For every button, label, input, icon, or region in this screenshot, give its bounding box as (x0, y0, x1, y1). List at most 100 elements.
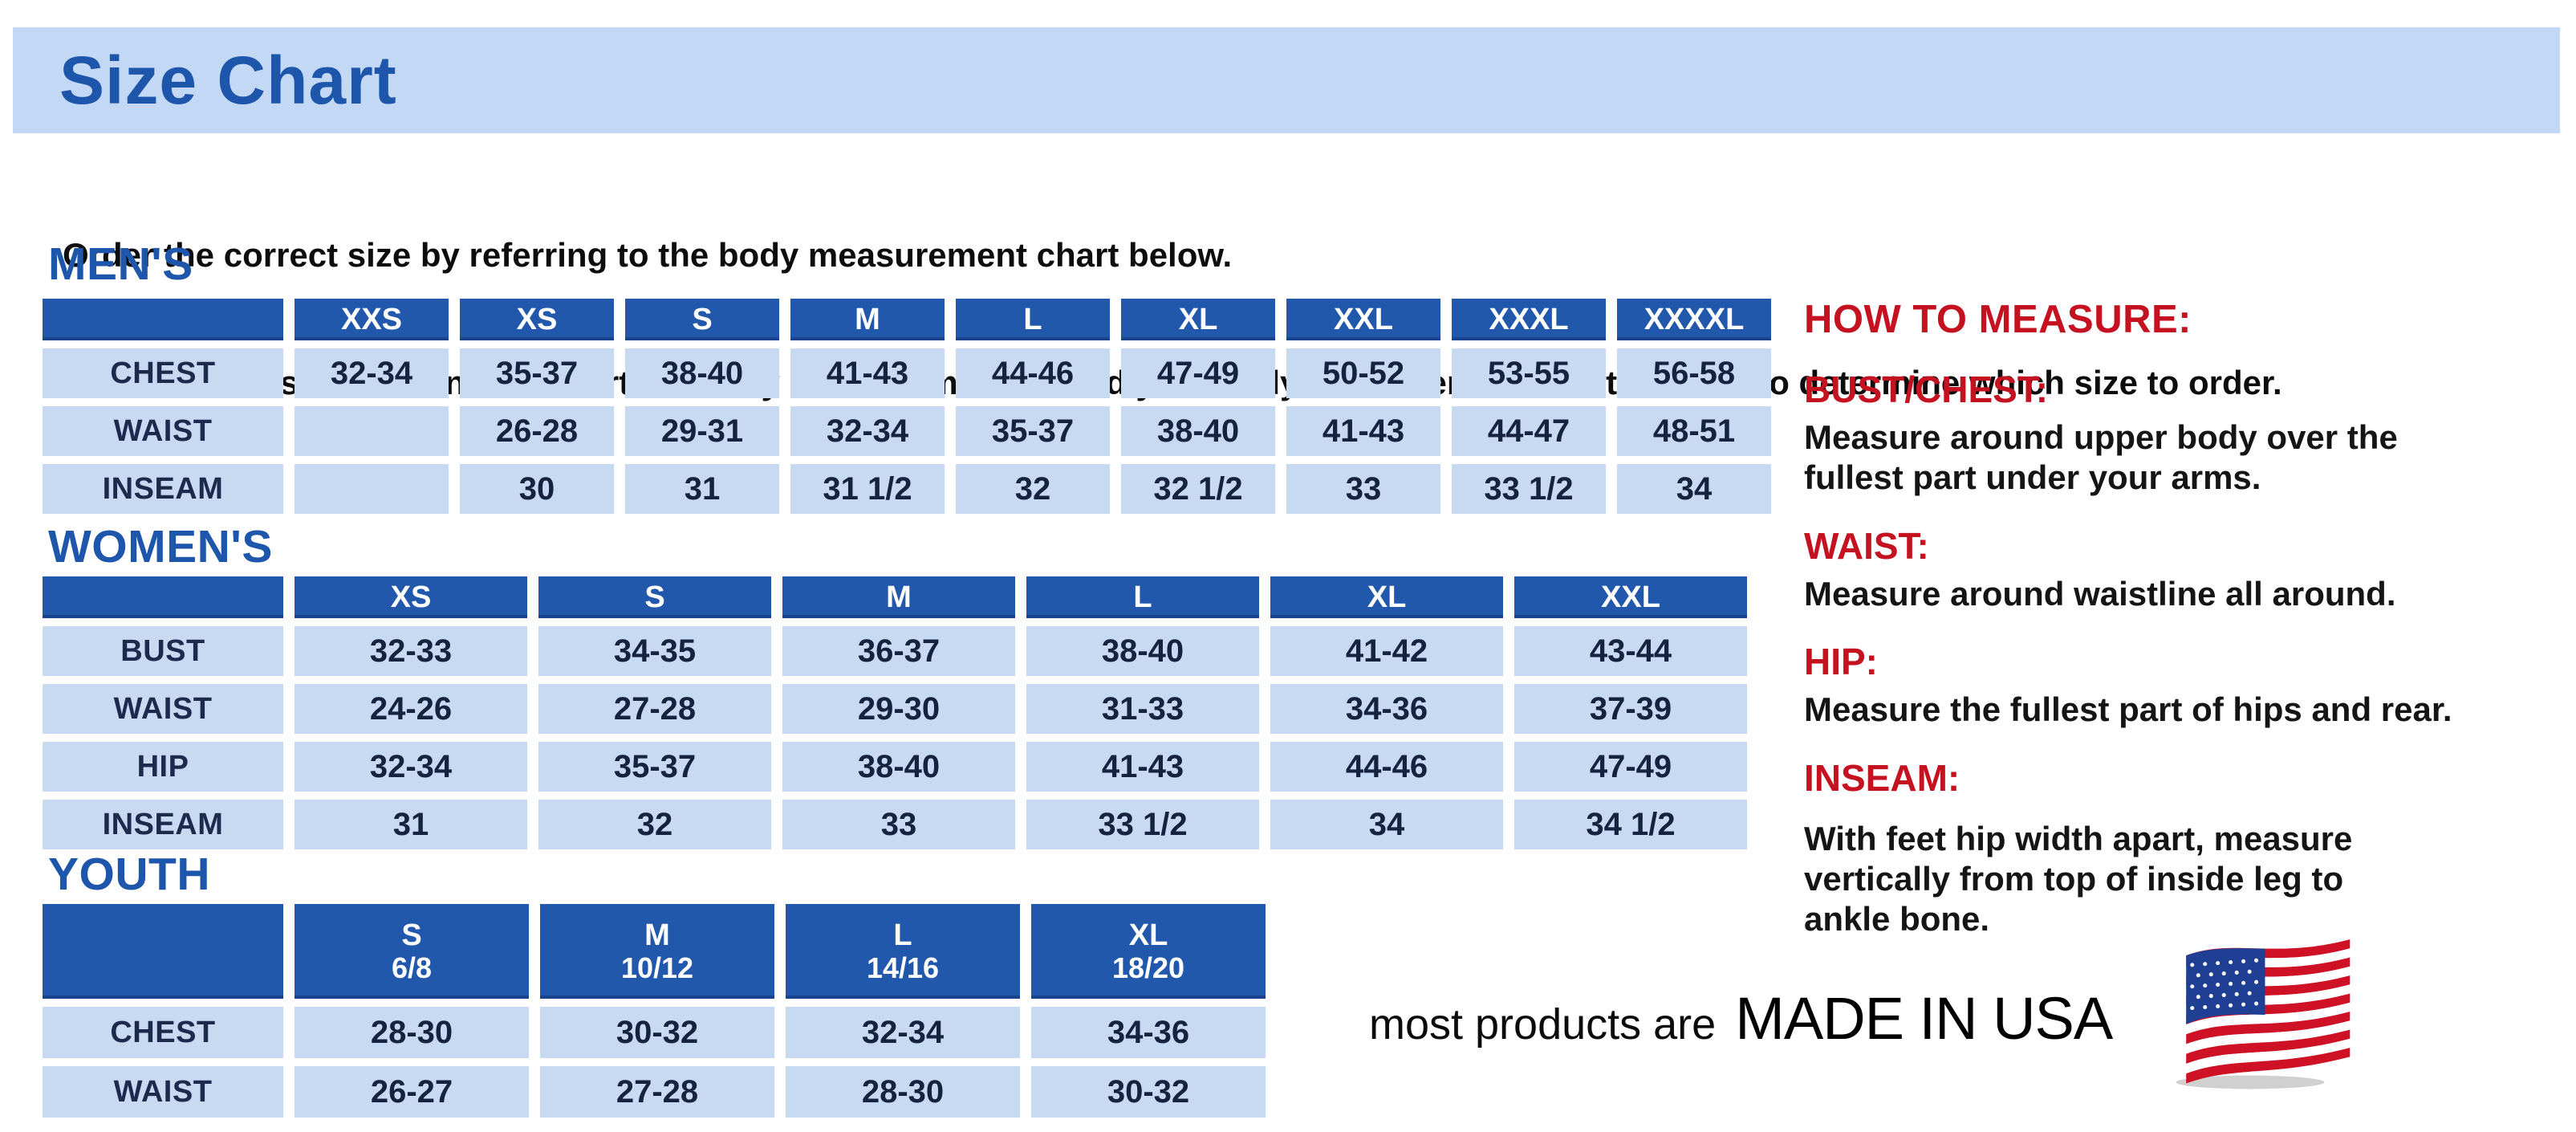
size-cell: 27-28 (540, 1066, 774, 1118)
size-cell: 35-37 (956, 406, 1110, 456)
youth-section-heading: YOUTH (48, 849, 210, 900)
size-cell: 32-33 (295, 626, 527, 676)
measure-text: Measure around waistline all around. (1804, 574, 2396, 613)
size-cell: 30 (460, 464, 614, 514)
size-cell: 38-40 (1121, 406, 1275, 456)
size-cell: 43-44 (1514, 626, 1747, 676)
size-cell: 28-30 (786, 1066, 1020, 1118)
size-cell: 32-34 (295, 348, 449, 398)
size-cell: 33 1/2 (1026, 800, 1259, 849)
size-cell: 56-58 (1617, 348, 1771, 398)
column-header: XL (1121, 299, 1275, 340)
how-to-measure-heading: HOW TO MEASURE: (1804, 298, 2192, 341)
size-cell: 24-26 (295, 684, 527, 734)
row-label: WAIST (43, 406, 283, 456)
column-header: XL 18/20 (1031, 904, 1266, 999)
column-header: XXL (1514, 576, 1747, 618)
column-header: S (538, 576, 771, 618)
size-cell: 44-46 (1270, 742, 1503, 792)
size-cell: 27-28 (538, 684, 771, 734)
mens-section-heading: MEN'S (48, 238, 193, 290)
measure-label: HIP: (1804, 641, 1878, 683)
size-cell: 30-32 (540, 1007, 774, 1058)
size-cell: 31-33 (1026, 684, 1259, 734)
size-cell (295, 406, 449, 456)
intro-line-1: Order the correct size by referring to t… (63, 235, 1233, 274)
size-cell: 29-31 (625, 406, 779, 456)
measure-text: Measure the fullest part of hips and rea… (1804, 690, 2452, 729)
size-cell: 41-43 (1286, 406, 1440, 456)
size-cell: 34 (1270, 800, 1503, 849)
size-cell: 50-52 (1286, 348, 1440, 398)
measure-label: BUST/CHEST: (1804, 369, 2049, 410)
size-cell: 32 (956, 464, 1110, 514)
size-cell: 34 1/2 (1514, 800, 1747, 849)
womens-section-heading: WOMEN'S (48, 521, 273, 572)
size-cell: 44-47 (1452, 406, 1606, 456)
size-cell (295, 464, 449, 514)
size-cell: 28-30 (295, 1007, 529, 1058)
size-cell: 41-42 (1270, 626, 1503, 676)
corner-cell (43, 904, 283, 999)
size-cell: 38-40 (1026, 626, 1259, 676)
column-header: XXXL (1452, 299, 1606, 340)
column-header: XXL (1286, 299, 1440, 340)
size-cell: 41-43 (790, 348, 945, 398)
column-header: XXXXL (1617, 299, 1771, 340)
row-label: CHEST (43, 348, 283, 398)
measure-label: INSEAM: (1804, 756, 1960, 799)
made-in-usa-text: MADE IN USA (1735, 985, 2113, 1052)
column-header: S 6/8 (295, 904, 529, 999)
column-header: M 10/12 (540, 904, 774, 999)
us-flag-icon (2176, 939, 2350, 1089)
size-cell: 26-27 (295, 1066, 529, 1118)
measure-item-hip: HIP: Measure the fullest part of hips an… (1804, 640, 2566, 730)
column-header: XL (1270, 576, 1503, 618)
mens-size-table: XXS XS S M L XL XXL XXXL XXXXL CHEST 32-34 35-37 38-… (43, 299, 1771, 514)
row-label: HIP (43, 742, 283, 792)
column-header: L (956, 299, 1110, 340)
column-header: L (1026, 576, 1259, 618)
size-cell: 30-32 (1031, 1066, 1266, 1118)
size-cell: 48-51 (1617, 406, 1771, 456)
size-cell: 32-34 (295, 742, 527, 792)
youth-size-table: S 6/8 M 10/12 L 14/16 XL 18/20 CHEST 28-30 30-32 32… (43, 904, 1266, 1118)
size-cell: 36-37 (782, 626, 1015, 676)
size-cell: 41-43 (1026, 742, 1259, 792)
column-header: M (790, 299, 945, 340)
size-cell: 32 (538, 800, 771, 849)
row-label: CHEST (43, 1007, 283, 1058)
column-header: XXS (295, 299, 449, 340)
made-in-usa-line: most products are MADE IN USA (1369, 984, 2113, 1053)
size-cell: 38-40 (625, 348, 779, 398)
size-cell: 33 1/2 (1452, 464, 1606, 514)
row-label: WAIST (43, 684, 283, 734)
size-cell: 47-49 (1514, 742, 1747, 792)
size-cell: 33 (1286, 464, 1440, 514)
size-cell: 37-39 (1514, 684, 1747, 734)
size-cell: 34-35 (538, 626, 771, 676)
size-cell: 32 1/2 (1121, 464, 1275, 514)
row-label: INSEAM (43, 800, 283, 849)
corner-cell (43, 299, 283, 340)
row-label: BUST (43, 626, 283, 676)
column-header: XS (460, 299, 614, 340)
size-cell: 47-49 (1121, 348, 1275, 398)
size-cell: 34-36 (1031, 1007, 1266, 1058)
page-title: Size Chart (59, 42, 397, 118)
size-cell: 29-30 (782, 684, 1015, 734)
row-label: WAIST (43, 1066, 283, 1118)
measure-text: Measure around upper body over the fulle… (1804, 418, 2398, 497)
measure-item-waist: WAIST: Measure around waistline all arou… (1804, 524, 2566, 614)
row-label: INSEAM (43, 464, 283, 514)
size-cell: 31 (295, 800, 527, 849)
womens-size-table: XS S M L XL XXL BUST 32-33 34-35 36-37 38-40 41-42 4… (43, 576, 1747, 849)
column-header: S (625, 299, 779, 340)
size-cell: 34 (1617, 464, 1771, 514)
how-to-measure-panel: HOW TO MEASURE: BUST/CHEST: Measure arou… (1804, 297, 2566, 940)
measure-item-bust-chest: BUST/CHEST: Measure around upper body ov… (1804, 368, 2566, 499)
size-cell: 53-55 (1452, 348, 1606, 398)
size-cell: 32-34 (790, 406, 945, 456)
column-header: XS (295, 576, 527, 618)
